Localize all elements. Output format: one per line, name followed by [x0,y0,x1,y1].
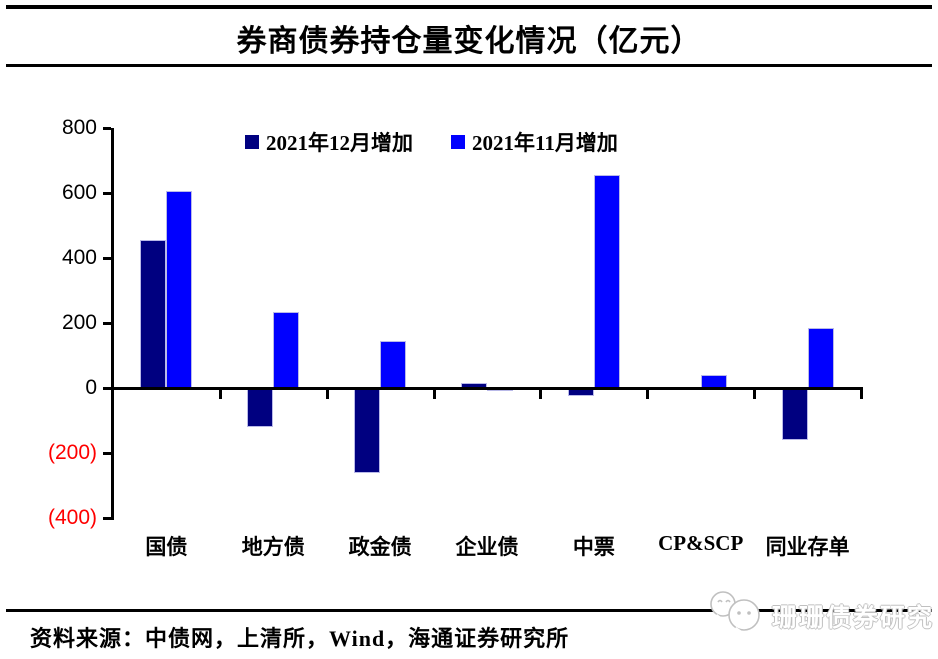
y-axis-label: 600 [61,181,97,204]
chat-bubbles-icon [706,589,768,642]
y-tick [103,322,111,325]
legend-item-1: 2021年11月增加 [451,127,618,157]
bar-1-2 [380,340,407,388]
chart-legend: 2021年12月增加 2021年11月增加 [245,127,618,157]
y-axis-label: 200 [61,311,97,334]
x-tick [860,390,863,399]
y-axis-label: (400) [47,506,97,529]
bar-0-0 [140,240,167,388]
y-tick [103,452,111,455]
y-tick [103,387,111,390]
bar-1-4 [593,175,620,388]
y-axis-line [111,128,114,520]
top-divider [6,5,932,9]
y-tick [103,257,111,260]
x-axis-label-5: CP&SCP [658,531,744,555]
bottom-divider [6,609,932,612]
x-axis-line [111,387,863,390]
x-tick [432,390,436,399]
bar-1-0 [166,191,193,388]
source-attribution: 资料来源：中债网，上清所，Wind，海通证券研究所 [30,626,570,651]
x-axis-label-0: 国债 [145,535,188,559]
y-axis-label: 400 [61,246,97,269]
x-axis-label-3: 企业债 [455,535,519,559]
bar-0-2 [354,388,381,473]
x-tick [218,390,222,399]
x-axis-label-1: 地方债 [241,535,305,559]
watermark-text: 珊珊债券研究 [771,604,934,632]
legend-item-0: 2021年12月增加 [245,127,413,157]
bar-0-6 [781,388,808,440]
x-axis-label-2: 政金债 [348,535,412,559]
x-axis-label-6: 同业存单 [765,535,850,559]
legend-label: 2021年12月增加 [266,131,413,155]
bar-0-1 [247,388,274,427]
x-tick [753,390,757,399]
x-tick [646,390,650,399]
title-divider [6,64,932,67]
chart-title: 券商债券持仓量变化情况（亿元） [236,25,702,58]
x-tick [325,390,329,399]
legend-label: 2021年11月增加 [472,131,618,155]
watermark-logo: 珊珊债券研究 [706,589,934,642]
legend-swatch-icon [245,135,259,149]
bar-1-1 [273,311,300,388]
y-axis-label: 0 [85,376,97,399]
y-tick [103,192,111,195]
x-tick [539,390,543,399]
y-axis-label: 800 [61,116,97,139]
y-tick [103,127,111,130]
y-tick [103,517,111,520]
y-axis-label: (200) [47,441,97,464]
bar-1-6 [807,327,834,388]
legend-swatch-icon [451,135,465,149]
x-axis-label-4: 中票 [572,535,615,559]
